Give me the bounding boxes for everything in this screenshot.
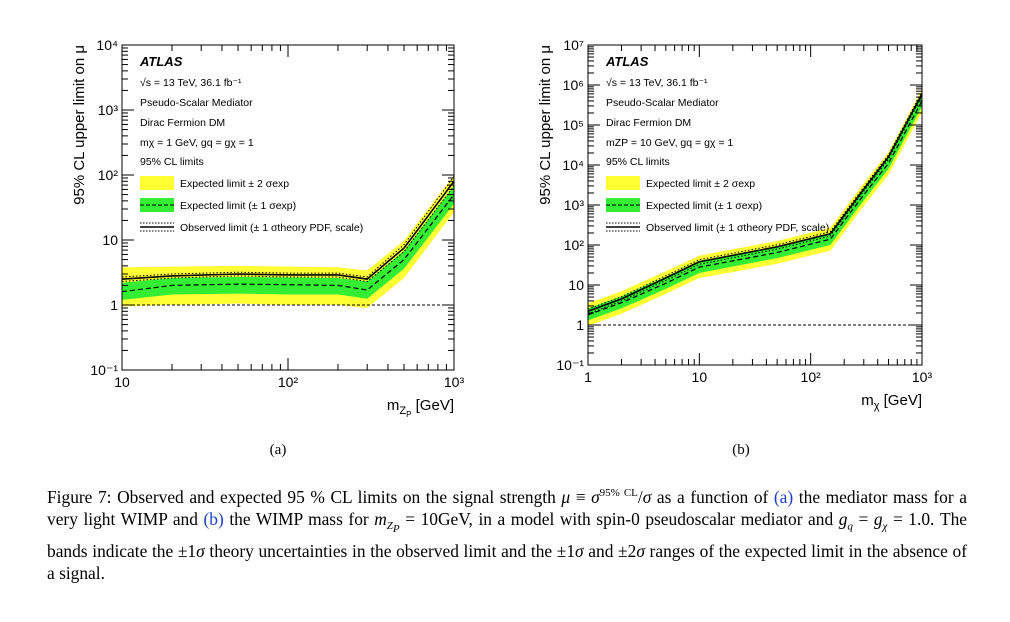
legend-1sigma-label: Expected limit (± 1 σexp) <box>180 200 296 212</box>
annotation-line: √s = 13 TeV, 36.1 fb⁻¹ <box>606 77 708 89</box>
caption-text: ranges of the expected limit in the abse… <box>47 541 967 584</box>
plot-panel-a: 10 10² 10³ 10⁻¹ 1 10 10² 10³ 10⁴ 95% CL upper lim… <box>62 30 502 430</box>
expected-1sigma-band <box>122 185 454 300</box>
legend-1sigma-swatch <box>140 198 174 212</box>
caption-text: the WIMP mass for <box>223 508 375 529</box>
x-axis-title-subsub: P <box>406 410 411 419</box>
legend-2sigma-swatch <box>140 176 174 190</box>
y-tick-label: 10⁴ <box>562 157 584 173</box>
annotation-line: mZP = 10 GeV, gq = gχ = 1 <box>606 137 733 149</box>
observed-theory-down-line <box>587 95 923 315</box>
y-tick-label: 10⁻¹ <box>90 362 118 378</box>
caption-sigma2: σ <box>642 486 652 507</box>
y-tick-label: 10³ <box>98 102 119 118</box>
legend-2sigma-label: Expected limit ± 2 σexp <box>180 178 289 190</box>
caption-g2: g <box>873 508 883 529</box>
x-tick-label: 10 <box>692 369 708 385</box>
caption-m: m <box>374 508 387 529</box>
caption-text: = 1.0. The bands indicate the ±1 <box>47 508 967 562</box>
x-tick-label: 10³ <box>912 369 933 385</box>
caption-ref-a-link[interactable]: (a) <box>773 486 794 507</box>
x-axis-title: mχ [GeV] <box>861 392 922 412</box>
caption-gq-sub: q <box>847 520 853 533</box>
caption-g: g <box>838 508 848 529</box>
y-tick-label: 10² <box>564 237 585 253</box>
caption-mz-subsub: P <box>392 523 400 536</box>
x-tick-label: 10 <box>114 374 130 390</box>
expected-1sigma-band <box>588 94 922 321</box>
caption-text: theory uncertainties in the observed lim… <box>204 541 576 562</box>
legend-1sigma-label: Expected limit (± 1 σexp) <box>646 200 762 212</box>
x-tick-label: 10³ <box>444 374 465 390</box>
y-tick-label: 10⁻¹ <box>556 357 584 373</box>
caption-sigma: σ <box>591 486 600 507</box>
y-tick-label: 10⁶ <box>563 77 584 93</box>
y-tick-label: 10⁵ <box>563 117 584 133</box>
legend-observed-label: Observed limit (± 1 σtheory PDF, scale) <box>180 222 363 234</box>
annotation-line: Pseudo-Scalar Mediator <box>606 97 719 109</box>
y-tick-label: 10⁷ <box>563 37 584 53</box>
plot-panel-b: 1 10 10² 10³ 10⁻¹ 1 10 10² 10³ 10⁴ 10⁵ 10⁶ 10⁷ 95% CL… <box>530 30 970 430</box>
caption-sigma-b: σ <box>575 541 584 562</box>
subfigure-label-a: (a) <box>269 442 287 458</box>
caption-ref-b-link[interactable]: (b) <box>203 508 224 529</box>
y-tick-label: 10 <box>568 277 584 293</box>
caption-text: and ±2 <box>583 541 637 562</box>
observed-limit-line <box>121 180 455 280</box>
expected-limit-line <box>587 100 923 316</box>
caption-mz-sub: Z <box>386 520 393 533</box>
y-axis-title: 95% CL upper limit on μ <box>537 45 554 205</box>
caption-text: Figure 7: Observed and expected 95 % CL … <box>47 486 562 507</box>
observed-limit-line <box>587 93 923 313</box>
atlas-label: ATLAS <box>139 54 183 69</box>
x-axis-title: mZP [GeV] <box>387 397 454 419</box>
y-tick-label: 1 <box>576 317 584 333</box>
chart-a: 10 10² 10³ 10⁻¹ 1 10 10² 10³ 10⁴ 95% CL upper lim… <box>71 37 465 419</box>
annotation-line: √s = 13 TeV, 36.1 fb⁻¹ <box>140 77 242 89</box>
x-tick-label: 1 <box>584 369 592 385</box>
legend-2sigma-swatch <box>606 176 640 190</box>
x-axis-title-m: m <box>387 397 400 414</box>
subfigure-label-b: (b) <box>732 442 750 458</box>
annotation-line: mχ = 1 GeV, gq = gχ = 1 <box>140 137 254 149</box>
annotation-line: 95% CL limits <box>606 156 670 168</box>
y-tick-label: 10⁴ <box>96 37 118 53</box>
legend-observed-label: Observed limit (± 1 σtheory PDF, scale) <box>646 222 829 234</box>
annotation-line: Pseudo-Scalar Mediator <box>140 97 253 109</box>
caption-gx-sub: χ <box>882 520 888 533</box>
y-tick-label: 1 <box>110 297 118 313</box>
atlas-label: ATLAS <box>605 54 649 69</box>
caption-text: = 10GeV, in a model with spin-0 pseudosc… <box>399 508 839 529</box>
annotation-line: 95% CL limits <box>140 156 204 168</box>
y-axis-title: 95% CL upper limit on μ <box>71 45 88 205</box>
caption-sigma-c: σ <box>636 541 645 562</box>
x-axis-title-sub: Z <box>399 405 406 417</box>
y-tick-label: 10³ <box>564 197 585 213</box>
y-tick-label: 10² <box>98 167 119 183</box>
x-axis-title-m: m <box>861 392 874 409</box>
caption-eq: = <box>852 508 874 529</box>
x-tick-label: 10² <box>801 369 822 385</box>
caption-mu: μ <box>561 486 571 507</box>
caption-text: as a function of <box>651 486 774 507</box>
legend-1sigma-swatch <box>606 198 640 212</box>
caption-sigma-a: σ <box>196 541 205 562</box>
x-axis-title-unit: [GeV] <box>411 397 454 414</box>
caption-sup: 95% CL <box>599 487 638 499</box>
annotation-line: Dirac Fermion DM <box>606 117 691 129</box>
x-tick-label: 10² <box>278 374 299 390</box>
legend-2sigma-label: Expected limit ± 2 σexp <box>646 178 755 190</box>
caption-slash: / <box>637 486 643 507</box>
observed-theory-up-line <box>587 91 923 310</box>
caption-equiv: ≡ <box>570 486 592 507</box>
figure-caption: Figure 7: Observed and expected 95 % CL … <box>47 482 967 584</box>
annotation-line: Dirac Fermion DM <box>140 117 225 129</box>
caption-text: the mediator mass for a very light WIMP … <box>47 486 967 529</box>
x-axis-title-sub: χ <box>874 400 880 412</box>
y-tick-label: 10 <box>102 232 118 248</box>
x-axis-title-unit: [GeV] <box>879 392 922 409</box>
